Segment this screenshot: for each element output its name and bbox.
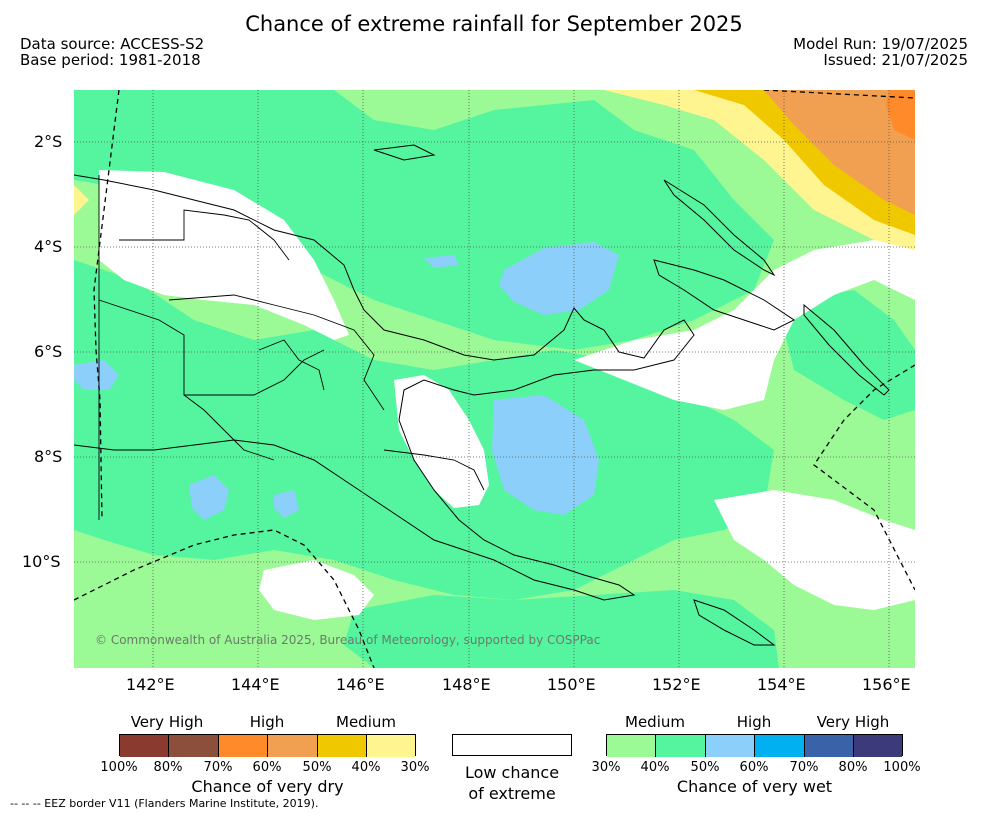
dry-cat-medium: Medium [336,713,396,731]
lon-label-152e: 152°E [652,675,701,694]
wet-swatch-2 [656,735,706,757]
model-run: Model Run: 19/07/2025 [793,35,968,53]
lat-label-8s: 8°S [34,447,63,466]
wet-cat-very-high: Very High [816,713,890,731]
wet-colorbar [606,734,903,757]
data-source: Data source: ACCESS-S2 [20,35,205,53]
lat-label-4s: 4°S [34,237,63,256]
province-boundary-2 [98,299,325,396]
wet-high-zone-central [492,395,599,515]
wet-swatch-5 [805,735,854,757]
wet-legend-caption: Chance of very wet [676,777,833,796]
wet-medium-zone-south [344,590,779,668]
dry-tick-50: 50% [302,760,332,775]
dry-tick-30: 30% [400,760,430,775]
low-chance-central [394,375,489,508]
eez-border-note: -- -- -- EEZ border V11 (Flanders Marine… [10,797,319,810]
dry-swatch-4 [268,735,318,757]
meta-right: Model Run: 19/07/2025 Issued: 21/07/2025 [793,36,968,68]
wet-cat-medium: Medium [625,713,685,731]
dry-tick-70: 70% [203,760,233,775]
wet-high-zone-tiny [424,255,459,268]
eez-borders [74,90,915,668]
low-chance-caption-line1: Low chance [464,763,560,782]
wet-tick-50: 50% [690,760,720,775]
low-chance-south [259,560,374,620]
wet-tick-100: 100% [883,760,921,775]
base-period: Base period: 1981-2018 [20,51,201,69]
eez-border-east [813,364,915,591]
new-guinea-coastline [74,174,695,601]
wet-swatch-1 [607,735,656,757]
wet-swatch-4 [755,735,805,757]
low-chance-swatch [452,734,572,756]
meta-left: Data source: ACCESS-S2 Base period: 1981… [20,36,204,68]
dry-tick-80: 80% [153,760,183,775]
eez-border-northeast [763,90,915,99]
wet-swatch-3 [706,735,755,757]
bougainville-coastline [803,303,890,396]
province-boundary-4 [119,209,290,261]
dry-swatch-5 [318,735,367,757]
issued-date: Issued: 21/07/2025 [823,51,968,69]
low-chance-southeast [714,490,915,610]
manus-coastline [373,144,436,161]
wet-high-zone-north [499,242,619,315]
wet-high-zone-west [189,475,229,520]
low-chance-west [99,170,349,340]
lon-label-150e: 150°E [547,675,596,694]
wet-cat-high: High [736,713,772,731]
eez-border-north-west [93,90,120,521]
lat-label-6s: 6°S [34,342,63,361]
lon-label-154e: 154°E [757,675,806,694]
dry-cat-high: High [249,713,285,731]
dry-swatch-6 [367,735,415,757]
dry-tick-60: 60% [252,760,282,775]
coastlines [74,144,890,646]
dry-cat-very-high: Very High [130,713,204,731]
low-chance-east [574,240,915,410]
dry-colorbar [119,734,416,757]
new-ireland-coastline [663,179,776,277]
province-boundary-7 [258,339,325,391]
wet-high-zone-far-west [74,360,119,390]
lat-label-10s: 10°S [22,552,61,571]
dry-tick-40: 40% [351,760,381,775]
gridlines [74,90,915,668]
province-boundaries [98,175,485,520]
map-title: Chance of extreme rainfall for September… [245,12,743,36]
lon-label-142e: 142°E [126,675,175,694]
province-boundary-3 [183,394,275,461]
wet-tick-80: 80% [838,760,868,775]
south-islands-coastline [693,599,776,646]
dry-legend-caption: Chance of very dry [191,777,344,796]
wet-medium-zone-east [784,290,915,420]
new-britain-coastline [653,259,795,331]
wet-tick-70: 70% [789,760,819,775]
dry-high-strong-zone [886,90,915,140]
lon-label-156e: 156°E [862,675,911,694]
dry-swatch-1 [120,735,169,757]
dry-swatch-2 [169,735,219,757]
wet-tick-60: 60% [739,760,769,775]
dry-tick-100: 100% [100,760,138,775]
dry-high-zone [764,90,915,215]
copyright-notice: © Commonwealth of Australia 2025, Bureau… [95,633,601,647]
province-boundary-5 [168,294,385,411]
low-chance-caption-line2: of extreme [468,784,556,803]
lon-label-144e: 144°E [231,675,280,694]
province-boundary-6 [383,449,485,491]
lon-label-148e: 148°E [442,675,491,694]
dry-light-zone-west [74,185,89,215]
rainfall-map [74,90,915,668]
wet-high-zone-small [274,490,299,518]
lon-label-146e: 146°E [336,675,385,694]
wet-tick-30: 30% [591,760,621,775]
wet-swatch-6 [854,735,902,757]
lat-label-2s: 2°S [34,132,63,151]
wet-tick-40: 40% [640,760,670,775]
dry-swatch-3 [219,735,268,757]
